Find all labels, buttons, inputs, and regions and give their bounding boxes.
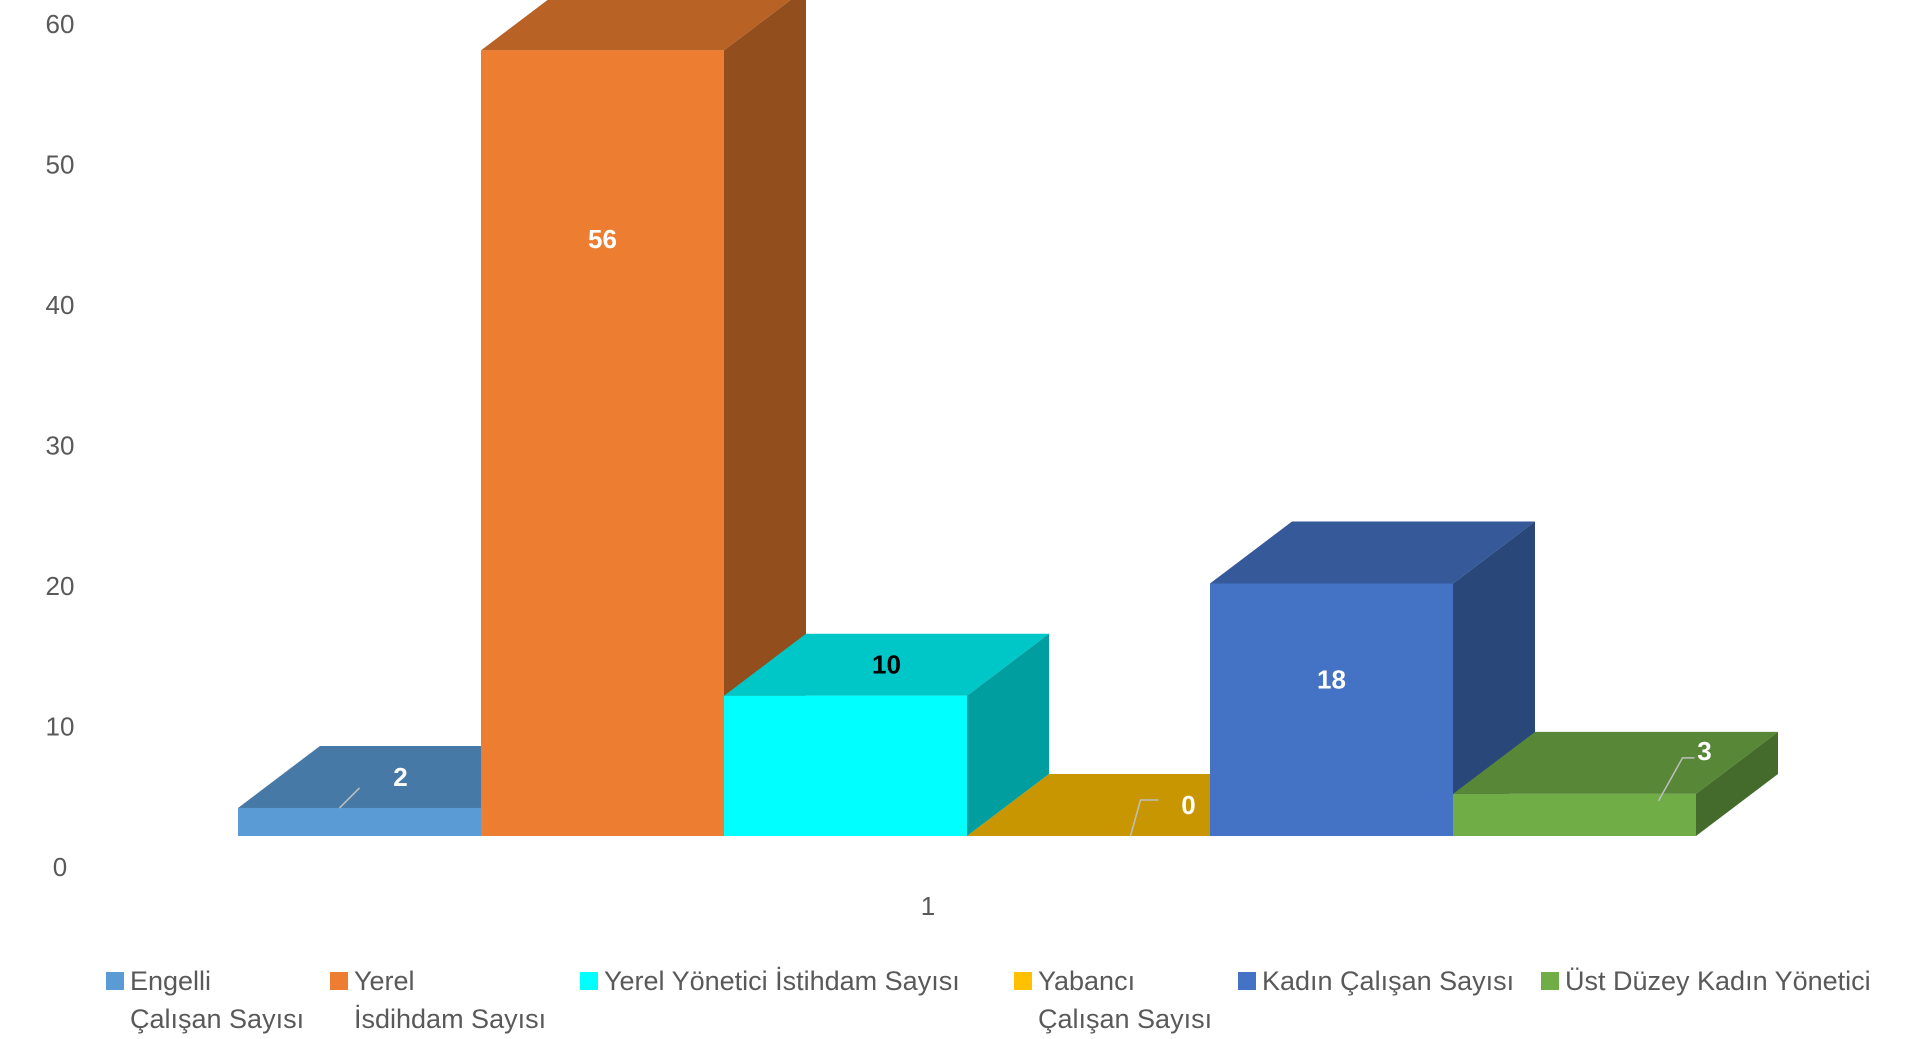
y-tick-label: 40 [46,290,75,320]
bar-top-face [481,0,791,51]
legend-item: Üst Düzey Kadın Yönetici [1541,962,1871,1000]
bar-front-face [1210,583,1453,836]
bars [238,0,1778,836]
bar-side-face [724,0,806,836]
y-tick-label: 30 [46,431,75,461]
data-label: 0 [1181,790,1195,820]
y-tick-label: 20 [46,571,75,601]
bar-top-face [1210,521,1535,584]
legend-swatch [580,972,598,990]
bar-front-face [481,50,724,836]
legend-item: Yabancı Çalışan Sayısı [1014,962,1212,1038]
legend-item: Engelli Çalışan Sayısı [106,962,304,1038]
x-axis: 1 [921,891,935,921]
bar-side-face [967,633,1049,836]
data-labels: 2 56 10 0 18 3 [338,224,1712,837]
legend-swatch [1541,972,1559,990]
y-tick-label: 10 [46,712,75,742]
legend-item: Yerel Yönetici İstihdam Sayısı [580,962,960,1000]
legend-label: Engelli Çalışan Sayısı [130,966,305,1034]
legend-label: Kadın Çalışan Sayısı [1262,966,1515,996]
data-label: 2 [393,762,407,792]
data-label: 10 [872,650,901,680]
bar [481,0,806,836]
legend-label: Yerel Yönetici İstihdam Sayısı [604,966,960,996]
legend-label: Yerel İsdihdam Sayısı [354,966,547,1034]
legend-swatch [1014,972,1032,990]
bar-front-face [1453,793,1696,836]
data-label-leader [338,787,361,809]
bar [724,633,1049,836]
y-axis: 0 10 20 30 40 50 60 [46,9,75,882]
legend-label: Yabancı Çalışan Sayısı [1038,966,1213,1034]
data-label-leader [1129,799,1159,837]
legend-swatch [106,972,124,990]
legend-item: Yerel İsdihdam Sayısı [330,962,546,1038]
data-label-leader [1657,757,1695,802]
legend-swatch [330,972,348,990]
bar-front-face [238,807,481,836]
legend-swatch [1238,972,1256,990]
legend-label: Üst Düzey Kadın Yönetici [1565,966,1871,996]
legend-item: Kadın Çalışan Sayısı [1238,962,1514,1000]
bar-side-face [1696,731,1778,836]
data-label: 3 [1697,736,1711,766]
y-tick-label: 0 [53,852,67,882]
bar [1453,731,1778,836]
bar-top-face [724,633,1049,696]
y-tick-label: 50 [46,150,75,180]
data-label: 18 [1317,664,1346,694]
data-label: 56 [588,224,617,254]
bar-top-face [1453,731,1778,794]
y-tick-label: 60 [46,9,75,39]
x-tick-label: 1 [921,891,935,921]
bar-front-face [724,695,967,836]
